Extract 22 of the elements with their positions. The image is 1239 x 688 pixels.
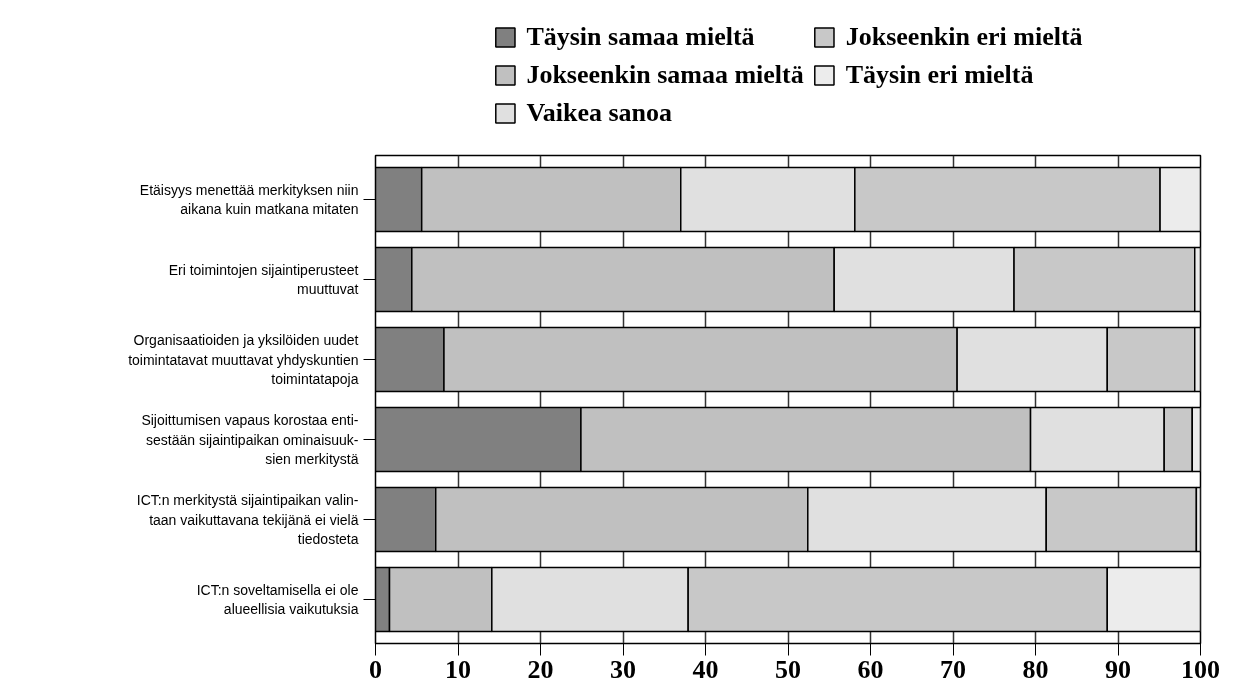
legend-label: Täysin samaa mieltä [526,22,755,52]
y-tick-label: ICT:n merkitystä sijaintipaikan valin- taan vaikuttavana tekijänä ei vielä tiedosteta [136,492,359,547]
x-tick-label: 30 [610,654,636,684]
y-tick-label: ICT:n soveltamisella ei ole alueellisia vaikutuksia [196,581,359,618]
x-tick-label: 10 [445,654,471,684]
y-tick-label: Sijoittumisen vapaus korostaa enti- sestään sijaintipaikan ominaisuuk- sien merkitystä [141,412,359,467]
x-tick-label: 100 [1181,654,1220,684]
x-tick-label: 20 [527,654,554,684]
legend-label: Jokseenkin eri mieltä [845,22,1083,52]
x-tick-label: 50 [775,654,801,684]
x-tick-label: 0 [369,654,382,684]
x-tick-label: 80 [1022,654,1049,684]
x-tick-label: 90 [1105,654,1131,684]
x-tick-label: 60 [857,654,884,684]
legend-label: Täysin eri mieltä [845,60,1034,90]
x-tick-label: 40 [692,654,719,684]
y-tick-label: Eri toimintojen sijaintiperusteet muuttuvat [168,261,359,298]
legend-label: Vaikea sanoa [526,98,673,128]
x-tick-label: 70 [940,654,966,684]
legend-label: Jokseenkin samaa mieltä [526,60,804,90]
y-tick-label: Organisaatioiden ja yksilöiden uudet toimintatavat muuttavat yhdyskuntien toimintatapoja [128,332,359,387]
y-tick-label: Etäisyys menettää merkityksen niin aikana kuin matkana mitaten [139,181,359,218]
